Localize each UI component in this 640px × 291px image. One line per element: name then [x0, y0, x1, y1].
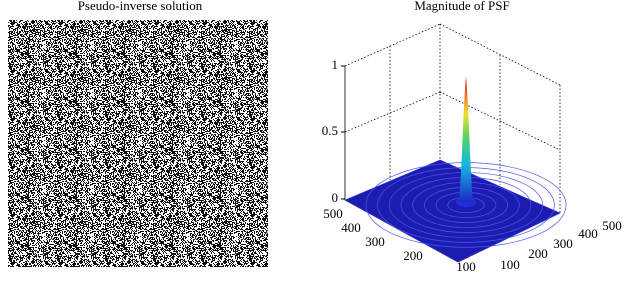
tick-label: 400	[341, 220, 361, 235]
tick-label: 1	[332, 57, 339, 72]
surface-floor	[344, 159, 561, 263]
tick-label: 0	[332, 190, 339, 205]
tick-label: 100	[500, 257, 520, 272]
tick-label: 300	[553, 236, 573, 251]
tick-label: 400	[578, 226, 598, 241]
noise-image	[8, 20, 268, 267]
tick-label: 200	[403, 248, 423, 263]
left-title: Pseudo-inverse solution	[78, 0, 203, 13]
tick-label: 300	[365, 234, 385, 249]
tick-label: 500	[323, 206, 343, 221]
tick-label: 100	[456, 259, 476, 274]
tick-label: 500	[602, 218, 622, 233]
right-title: Magnitude of PSF	[414, 0, 509, 13]
surface-peak	[459, 76, 473, 202]
tick-label: 200	[528, 246, 548, 261]
tick-label: 0.5	[322, 123, 338, 138]
